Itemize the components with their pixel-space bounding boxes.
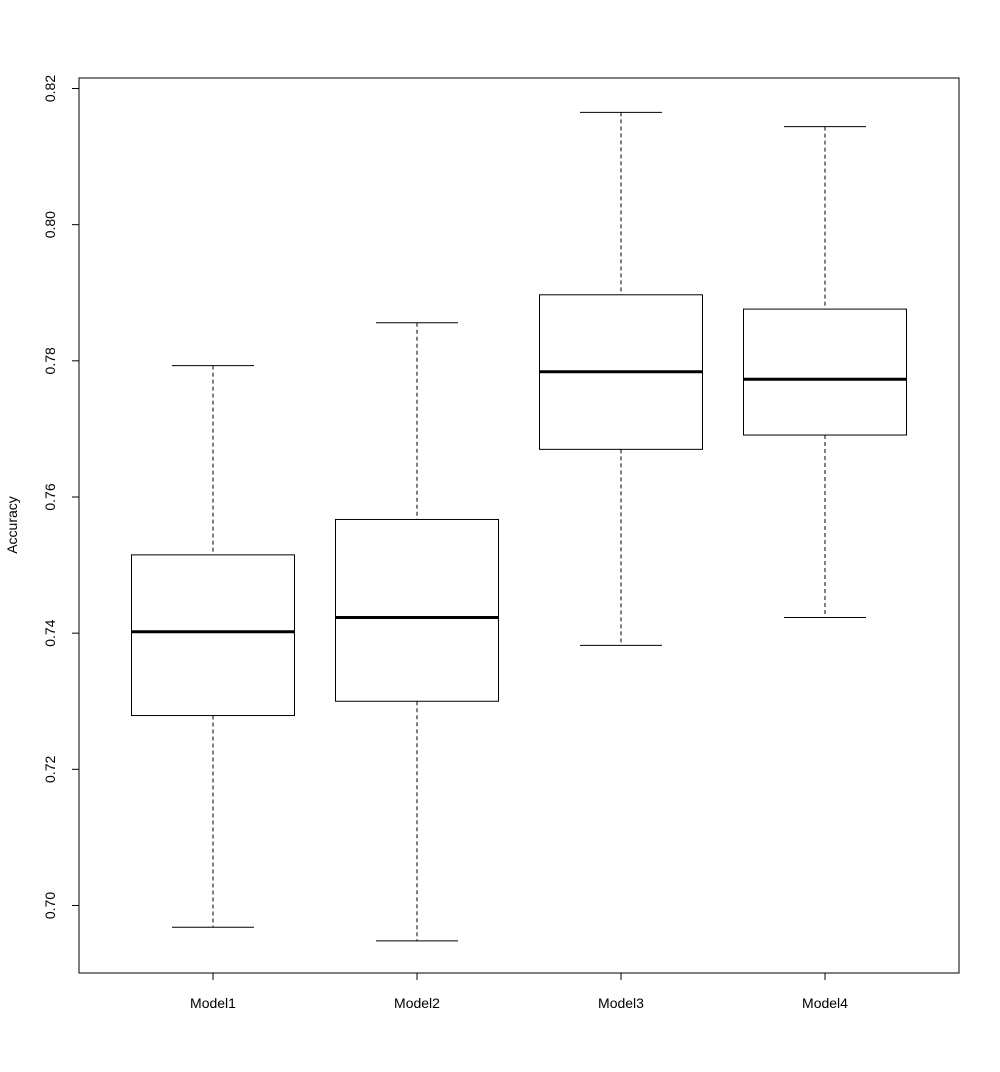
iqr-box: [743, 308, 907, 436]
x-tick-label: Model1: [190, 995, 236, 1011]
box-model1: [131, 365, 295, 928]
iqr-box: [335, 518, 499, 702]
y-tick-label: 0.76: [42, 483, 58, 510]
y-tick-label: 0.72: [42, 755, 58, 782]
y-tick-label: 0.78: [42, 347, 58, 374]
box-model3: [539, 111, 703, 646]
box-model2: [335, 322, 499, 942]
x-tick-label: Model4: [802, 995, 848, 1011]
x-axis: Model1 Model2 Model3 Model4: [190, 972, 848, 1011]
iqr-box: [131, 554, 295, 717]
y-tick-label: 0.80: [42, 211, 58, 238]
y-axis: 0.70 0.72 0.74 0.76 0.78 0.80 0.82: [42, 75, 80, 919]
x-tick-label: Model3: [598, 995, 644, 1011]
x-tick-label: Model2: [394, 995, 440, 1011]
y-tick-label: 0.82: [42, 75, 58, 102]
y-tick-label: 0.70: [42, 892, 58, 919]
plot-frame: [78, 77, 960, 974]
boxes-layer: [131, 111, 907, 942]
box-model4: [743, 126, 907, 619]
y-axis-label: Accuracy: [4, 496, 20, 554]
y-tick-label: 0.74: [42, 619, 58, 646]
